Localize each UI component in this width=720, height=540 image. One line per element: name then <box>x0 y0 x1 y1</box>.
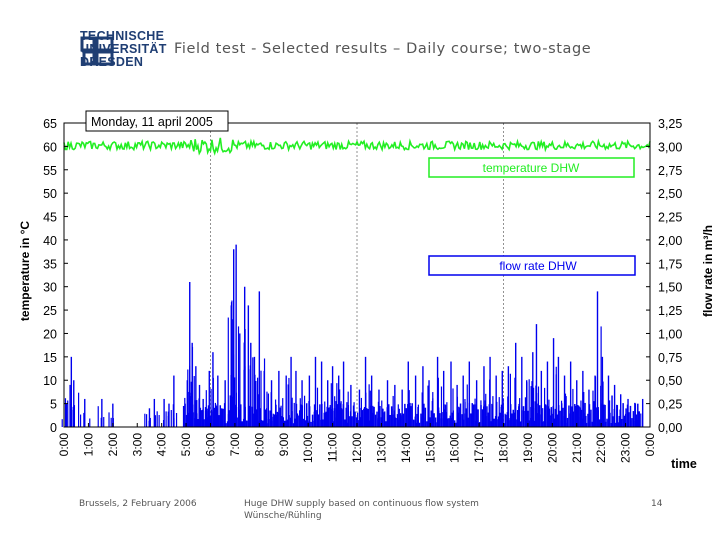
x-axis-ticks: 0:00 1:00 2:00 3:00 4:00 5:00 6:00 7:00 8:00 9:00… <box>57 423 657 463</box>
x-tick-label: 21:00 <box>570 433 584 463</box>
x-tick-label: 1:00 <box>81 433 95 457</box>
right-tick-label: 1,50 <box>658 281 682 295</box>
x-tick-label: 13:00 <box>374 433 388 463</box>
left-tick-label: 20 <box>43 327 57 341</box>
x-tick-label: 10:00 <box>301 433 315 463</box>
left-axis-ticks: 0 5 10 15 20 25 30 35 40 45 50 55 60 65 <box>43 117 68 435</box>
right-tick-label: 1,25 <box>658 304 682 318</box>
x-tick-label: 17:00 <box>472 433 486 463</box>
x-tick-label: 6:00 <box>204 433 218 457</box>
left-tick-label: 5 <box>50 398 57 412</box>
right-tick-label: 1,00 <box>658 327 682 341</box>
logo-emblem-icon <box>80 36 114 66</box>
left-tick-label: 60 <box>43 140 57 154</box>
x-tick-label: 4:00 <box>155 433 169 457</box>
right-tick-label: 0,75 <box>658 351 682 365</box>
footer-date: Brussels, 2 February 2006 <box>79 499 197 509</box>
legend-temperature-label: temperature DHW <box>483 161 580 175</box>
x-tick-label: 7:00 <box>228 433 242 457</box>
x-tick-label: 19:00 <box>521 433 535 463</box>
x-tick-label: 0:00 <box>643 433 657 457</box>
left-tick-label: 55 <box>43 164 57 178</box>
left-axis-label: temperature in °C <box>18 221 32 321</box>
university-logo <box>80 36 114 66</box>
right-tick-label: 0,25 <box>658 398 682 412</box>
left-tick-label: 30 <box>43 281 57 295</box>
slide-title: Field test - Selected results – Daily co… <box>174 41 592 57</box>
x-axis-label: time <box>671 457 697 471</box>
right-axis-ticks: 0,00 0,25 0,50 0,75 1,00 1,25 1,50 1,75 2,00 2,25… <box>646 117 682 435</box>
x-tick-label: 0:00 <box>57 433 71 457</box>
temperature-line <box>63 137 651 156</box>
legend-flow: flow rate DHW <box>428 255 636 276</box>
right-tick-label: 2,50 <box>658 187 682 201</box>
legend-temperature: temperature DHW <box>428 157 635 178</box>
footer-center-line-1: Huge DHW supply based on continuous flow… <box>244 499 479 509</box>
footer-center: Huge DHW supply based on continuous flow… <box>244 498 479 522</box>
left-tick-label: 40 <box>43 234 57 248</box>
right-tick-label: 2,00 <box>658 234 682 248</box>
x-tick-label: 2:00 <box>106 433 120 457</box>
left-tick-label: 0 <box>50 421 57 435</box>
left-tick-label: 10 <box>43 374 57 388</box>
legend-flow-label: flow rate DHW <box>499 259 577 273</box>
x-tick-label: 18:00 <box>497 433 511 463</box>
right-axis-label: flow rate in m³/h <box>701 225 715 317</box>
x-tick-label: 8:00 <box>252 433 266 457</box>
footer-page-number: 14 <box>651 499 663 509</box>
right-tick-label: 3,25 <box>658 117 682 131</box>
x-tick-label: 22:00 <box>594 433 608 463</box>
x-tick-label: 9:00 <box>277 433 291 457</box>
right-tick-label: 0,50 <box>658 374 682 388</box>
x-tick-label: 11:00 <box>326 433 340 462</box>
right-tick-label: 2,75 <box>658 164 682 178</box>
left-tick-label: 35 <box>43 257 57 271</box>
left-tick-label: 65 <box>43 117 57 131</box>
right-tick-label: 1,75 <box>658 257 682 271</box>
x-tick-label: 14:00 <box>399 433 413 463</box>
right-tick-label: 0,00 <box>658 421 682 435</box>
flow-rate-series <box>61 244 644 427</box>
temperature-series <box>63 137 651 156</box>
x-tick-label: 3:00 <box>130 433 144 457</box>
x-tick-label: 12:00 <box>350 433 364 463</box>
left-tick-label: 50 <box>43 187 57 201</box>
date-label-box: Monday, 11 april 2005 <box>85 110 229 132</box>
date-label: Monday, 11 april 2005 <box>91 115 213 129</box>
logo-line-1: TECHNISCHE <box>80 29 165 43</box>
footer-center-line-2: Wünsche/Rühling <box>244 511 322 521</box>
x-tick-label: 15:00 <box>423 433 437 463</box>
x-tick-label: 20:00 <box>545 433 559 463</box>
left-tick-label: 15 <box>43 351 57 365</box>
left-tick-label: 45 <box>43 211 57 225</box>
x-tick-label: 5:00 <box>179 433 193 457</box>
x-tick-label: 16:00 <box>448 433 462 463</box>
university-logo-text: TECHNISCHE UNIVERSITÄT DRESDEN <box>80 30 167 69</box>
left-tick-label: 25 <box>43 304 57 318</box>
right-tick-label: 2,25 <box>658 211 682 225</box>
x-tick-label: 23:00 <box>619 433 633 463</box>
logo-line-3: DRESDEN <box>80 55 144 69</box>
logo-line-2: UNIVERSITÄT <box>80 42 167 56</box>
right-tick-label: 3,00 <box>658 140 682 154</box>
